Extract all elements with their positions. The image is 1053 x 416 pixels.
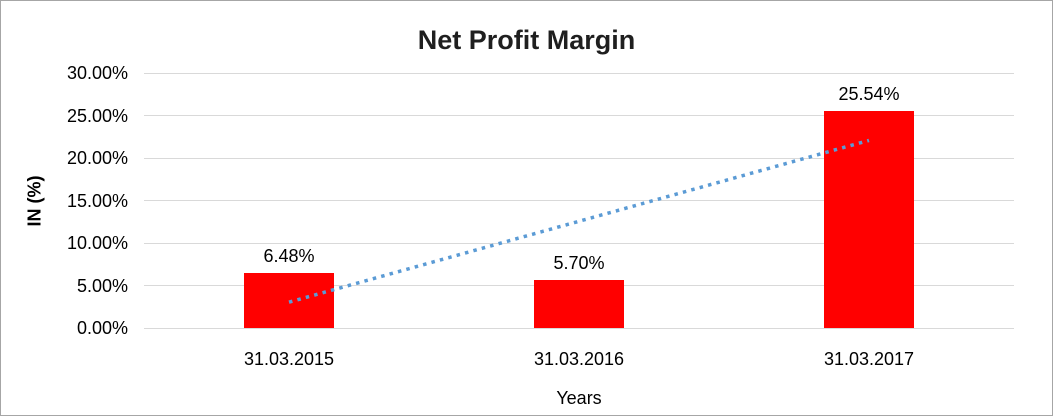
chart-title: Net Profit Margin (417, 25, 636, 55)
y-tick-label: 20.00% (66, 148, 128, 168)
data-label: 6.48% (263, 245, 315, 266)
gridline (144, 115, 1014, 116)
data-label: 25.54% (838, 83, 900, 104)
y-tick-label: 5.00% (76, 275, 128, 296)
y-tick-label: 10.00% (66, 233, 128, 253)
gridline (144, 327, 1014, 329)
y-tick-label: 0.00% (76, 318, 128, 338)
gridline (144, 72, 1014, 74)
bar-31.03.2015 (244, 272, 334, 328)
y-tick-label: 30.00% (66, 63, 128, 83)
bar-31.03.2016 (534, 279, 624, 328)
y-tick-label: 25.00% (66, 105, 128, 126)
x-tick-label: 31.03.2017 (823, 349, 915, 369)
data-label: 5.70% (553, 252, 605, 273)
x-axis-title: Years (556, 388, 602, 408)
bar-31.03.2017 (824, 110, 914, 328)
linear-trendline (288, 138, 870, 304)
y-tick-label: 15.00% (66, 190, 128, 211)
x-tick-label: 31.03.2015 (243, 349, 335, 369)
x-tick-label: 31.03.2016 (533, 349, 625, 369)
